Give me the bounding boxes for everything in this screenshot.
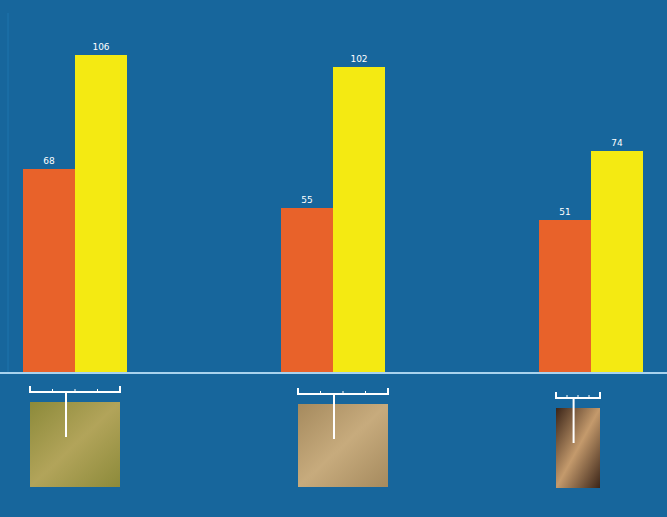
scale-bracket: [30, 386, 120, 392]
data-label: 102: [350, 54, 367, 64]
baseline: [0, 372, 667, 374]
bar: [333, 67, 385, 373]
photo-image: [556, 408, 600, 488]
scale-tick: [320, 391, 321, 394]
bar: [281, 208, 333, 373]
bar: [539, 220, 591, 373]
scale-pointer: [573, 398, 575, 443]
bars: [23, 55, 643, 373]
photo: [556, 392, 600, 488]
scale-tick: [589, 395, 590, 398]
background: [0, 0, 667, 517]
scale-tick: [578, 395, 579, 398]
data-label: 55: [301, 195, 312, 205]
scale-tick: [567, 395, 568, 398]
scale-tick: [97, 389, 98, 392]
scale-bracket: [298, 388, 388, 394]
scale-pointer: [65, 392, 67, 437]
bar: [591, 151, 643, 373]
photo: [30, 386, 120, 487]
photo-image: [298, 404, 388, 487]
bar: [75, 55, 127, 373]
scale-tick: [75, 389, 76, 392]
scale-bracket: [556, 392, 600, 398]
y-axis-line: [8, 13, 9, 373]
chart: 68 55 51 106 102 74: [0, 0, 667, 517]
scale-tick: [365, 391, 366, 394]
data-label: 68: [43, 156, 55, 166]
data-label: 74: [611, 138, 623, 148]
scale-pointer: [333, 394, 335, 439]
data-label: 51: [559, 207, 570, 217]
photo: [298, 388, 388, 487]
scale-tick: [52, 389, 53, 392]
photo-image: [30, 402, 120, 487]
data-label: 106: [92, 42, 109, 52]
bar: [23, 169, 75, 373]
data-labels: 68 55 51 106 102 74: [43, 42, 623, 217]
scale-tick: [343, 391, 344, 394]
